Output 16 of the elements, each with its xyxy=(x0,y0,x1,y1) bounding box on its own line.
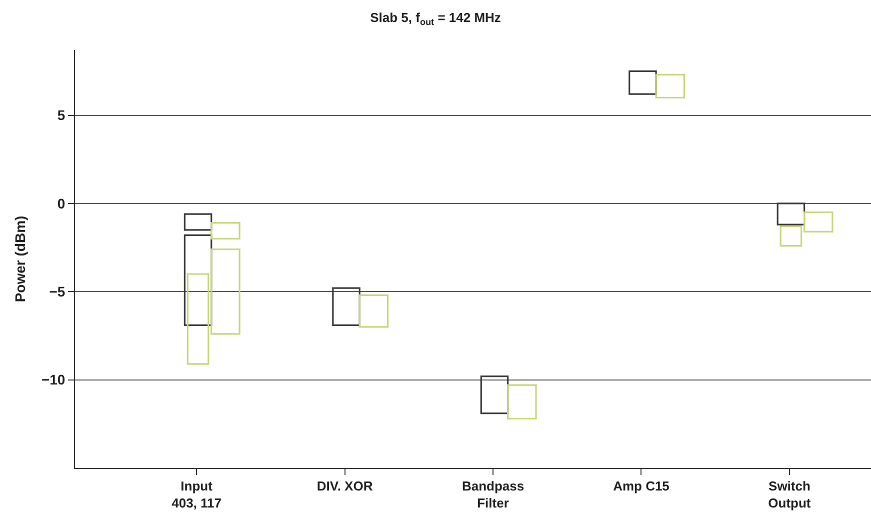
x-tick-label: Amp C15 xyxy=(613,478,670,494)
y-axis-title: Power (dBm) xyxy=(12,216,28,302)
x-tick-label: DIV. XOR xyxy=(316,478,374,494)
x-tick-label: Bandpass Filter xyxy=(462,478,524,510)
y-tick-label: −5 xyxy=(49,284,66,300)
y-tick-label: 5 xyxy=(57,107,66,124)
bar xyxy=(507,384,537,420)
x-tick-label: Switch Output xyxy=(768,478,812,510)
bar xyxy=(184,213,212,231)
x-tick-label: Input 403, 117 xyxy=(172,478,222,510)
y-tick-label: −10 xyxy=(41,372,66,388)
chart-title: Slab 5, f$_{out}$ = 142 MHz xyxy=(370,10,502,27)
bar xyxy=(358,294,389,328)
bar xyxy=(210,222,240,240)
y-tick-label: 0 xyxy=(57,195,66,212)
bar xyxy=(655,74,686,98)
